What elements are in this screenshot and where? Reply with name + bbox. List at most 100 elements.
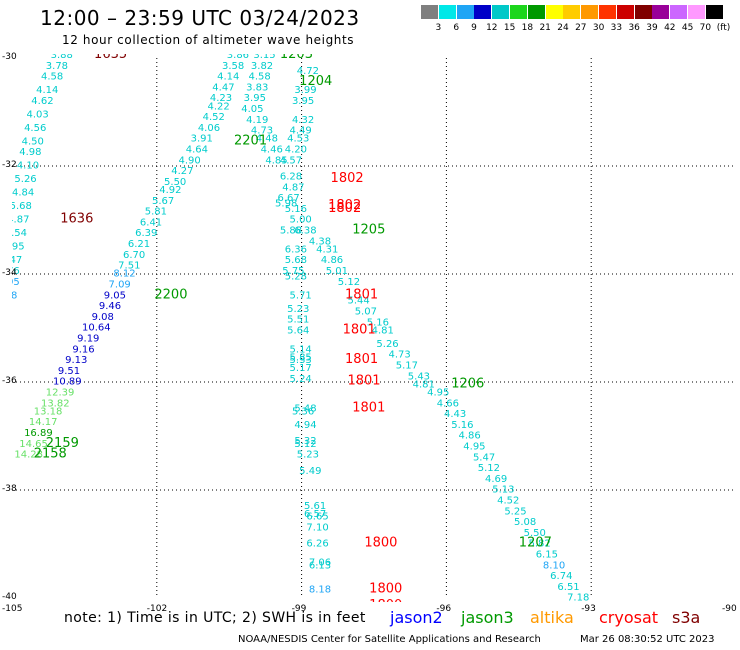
swh-value: 6.13	[309, 560, 331, 571]
credit-text: NOAA/NESDIS Center for Satellite Applica…	[238, 634, 541, 645]
swh-value: 4.95	[427, 388, 449, 399]
legend-swatch	[492, 5, 510, 19]
swh-value: 5.08	[514, 517, 536, 528]
swh-value: 5.88	[280, 226, 302, 237]
swh-value: 5.26	[376, 339, 398, 350]
swh-value: 14.28	[14, 450, 43, 461]
swh-value: 5.23	[297, 450, 319, 461]
swh-value: 4.38	[309, 236, 331, 247]
swh-value: 5.23	[287, 304, 309, 315]
latitude-tick-label: -38	[2, 484, 17, 494]
swh-value: 5.24	[290, 374, 312, 385]
legend-swatch	[599, 5, 616, 19]
time-label: 2200	[154, 287, 187, 302]
legend-unit: (ft)	[716, 23, 731, 33]
swh-value: 3.86	[227, 54, 249, 61]
swh-value: 9.08	[92, 312, 114, 323]
legend-swatch	[581, 5, 599, 19]
swh-value: 4.47	[212, 82, 234, 93]
swh-value: 7.51	[118, 261, 140, 272]
legend-label: 30	[592, 23, 605, 33]
swh-value: 5.54	[12, 228, 27, 239]
swh-value: 4.48	[256, 134, 278, 145]
swh-value: 3.82	[251, 61, 273, 72]
time-label: 1801	[345, 287, 378, 302]
legend-label: 15	[503, 23, 516, 33]
satellite-jason2: jason2	[390, 608, 443, 627]
swh-value: 4.31	[316, 244, 338, 255]
swh-value: 6.67	[277, 193, 299, 204]
legend-label: 12	[486, 23, 498, 33]
swh-value: 5.12	[294, 439, 316, 450]
longitude-tick-label: -93	[581, 604, 596, 614]
time-label: 2201	[234, 133, 267, 148]
longitude-tick-label: -102	[146, 604, 168, 614]
swh-value: 4.23	[210, 93, 232, 104]
swh-value: 4.46	[261, 145, 283, 156]
swh-value: 5.47	[473, 452, 495, 463]
legend-swatch	[421, 5, 438, 19]
swh-value: 7.10	[306, 523, 328, 534]
swh-value: 5.17	[290, 363, 312, 374]
swh-value: 6.95	[12, 277, 20, 288]
swh-value: 6.57	[304, 509, 326, 520]
swh-value: 6.38	[294, 226, 316, 237]
swh-value: 5.00	[290, 215, 312, 226]
time-label: 1801	[343, 322, 376, 337]
longitude-tick-label: -99	[291, 604, 307, 614]
swh-value: 3.83	[246, 82, 268, 93]
legend-swatch	[670, 5, 688, 19]
swh-value: 4.14	[36, 85, 58, 96]
swh-value: 4.52	[203, 112, 225, 123]
swh-value: 4.98	[19, 147, 41, 158]
swh-value: 5.16	[451, 420, 473, 431]
legend-label: 24	[557, 23, 569, 33]
swh-value: 10.89	[53, 377, 82, 388]
swh-value: 4.73	[251, 126, 273, 137]
swh-value: 4.19	[246, 115, 268, 126]
swh-value: 9.19	[77, 334, 99, 345]
swh-value: 3.91	[191, 134, 213, 145]
legend-label: 70	[699, 23, 712, 33]
swh-value: 4.90	[179, 155, 201, 166]
swh-value: 5.26	[14, 174, 36, 185]
legend-label: 3	[435, 23, 442, 33]
swh-value: 4.72	[297, 66, 319, 77]
satellite-jason3: jason3	[461, 608, 514, 627]
swh-value: 6.98	[12, 290, 17, 301]
time-label: 1802	[328, 201, 361, 216]
swh-value: 5.12	[338, 277, 360, 288]
wave-height-map: 3.883.784.584.144.624.034.564.504.984.10…	[12, 54, 736, 602]
swh-value: 4.81	[413, 379, 435, 390]
swh-value: 5.75	[282, 266, 304, 277]
time-label: 1802	[331, 171, 364, 186]
time-label: 2159	[46, 436, 79, 451]
swh-value: 13.82	[41, 398, 70, 409]
swh-value: 5.32	[294, 436, 316, 447]
time-label: 1203	[280, 54, 313, 62]
legend-label: 36	[628, 23, 640, 33]
time-label: 1801	[352, 401, 385, 416]
time-label: 1800	[364, 536, 397, 551]
swh-value: 5.25	[504, 506, 526, 517]
swh-value: 12.39	[46, 388, 75, 399]
swh-value: 4.66	[437, 398, 459, 409]
time-label: 1801	[347, 374, 380, 389]
swh-value: 8.18	[309, 585, 331, 596]
legend-swatch	[616, 5, 634, 19]
swh-value: 4.87	[282, 182, 304, 193]
satellite-cryosat: cryosat	[599, 608, 659, 627]
swh-value: 3.99	[294, 85, 316, 96]
time-label: 1206	[451, 376, 484, 391]
generated-timestamp: Mar 26 08:30:52 UTC 2023	[580, 634, 715, 645]
swh-value: 4.81	[372, 325, 394, 336]
swh-value: 4.86	[321, 255, 343, 266]
swh-value: 4.50	[22, 136, 44, 147]
swh-value: 5.68	[285, 255, 307, 266]
legend-label: 27	[575, 23, 587, 33]
swh-value: 4.22	[207, 101, 229, 112]
swh-value: 7.18	[567, 593, 589, 602]
swh-value: 5.17	[396, 361, 418, 372]
latitude-tick-label: -40	[2, 592, 17, 602]
